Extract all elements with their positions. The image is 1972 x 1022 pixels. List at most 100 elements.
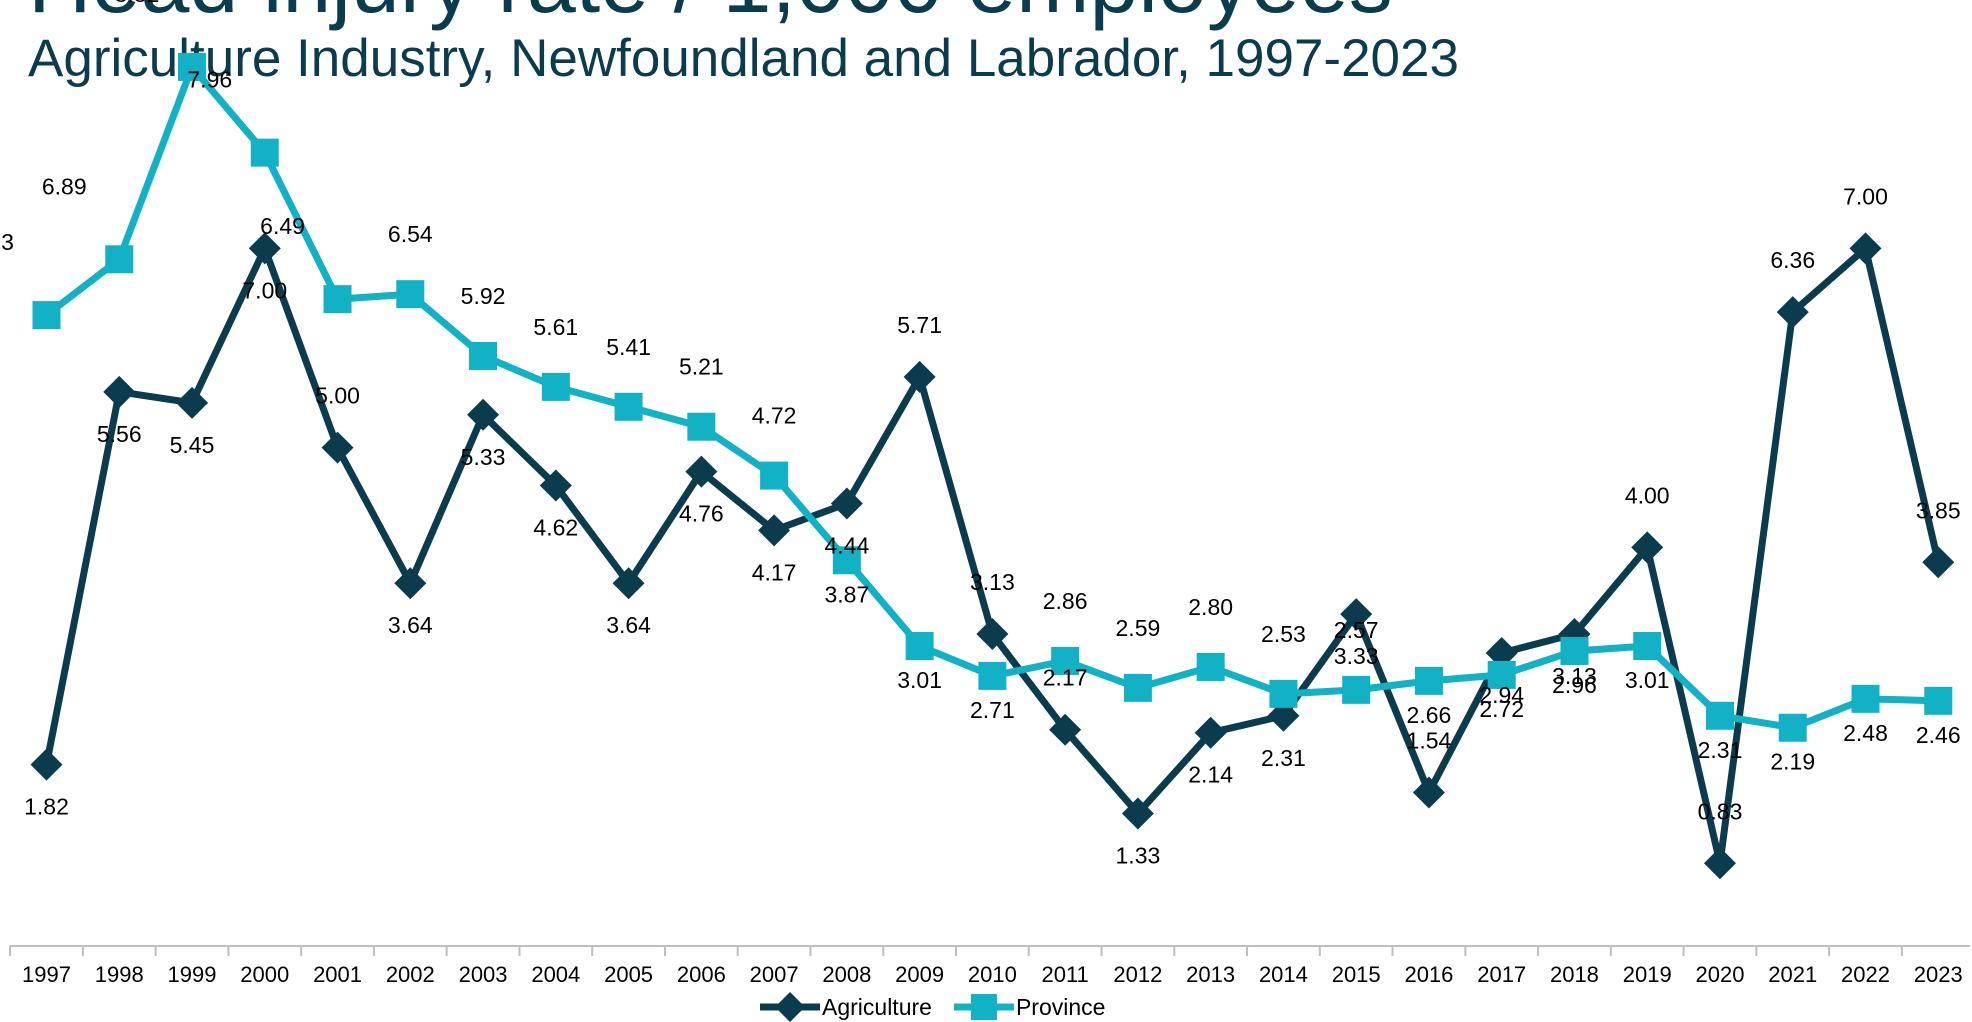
point-marker (467, 398, 500, 431)
point-marker (978, 661, 1007, 690)
data-label: 2.59 (1116, 615, 1161, 641)
data-label: 4.44 (824, 532, 869, 558)
point-marker (976, 618, 1009, 651)
data-label: 4.76 (679, 501, 724, 527)
point-marker (394, 567, 427, 600)
x-tick-label: 2000 (240, 962, 289, 987)
point-marker (396, 280, 425, 309)
point-marker (1194, 716, 1227, 749)
data-label: 7.00 (242, 277, 287, 303)
point-marker (1269, 679, 1298, 708)
point-marker (1342, 675, 1371, 704)
point-marker (1705, 701, 1734, 730)
x-tick-label: 2006 (677, 962, 726, 987)
x-tick-label: 2007 (750, 962, 799, 987)
point-marker (1778, 713, 1807, 742)
point-marker (30, 748, 63, 781)
data-label: 2.46 (1916, 722, 1961, 748)
x-tick-label: 2008 (822, 962, 871, 987)
data-label: 6.49 (260, 213, 305, 239)
point-marker (469, 341, 498, 370)
x-tick-label: 2017 (1477, 962, 1526, 987)
x-tick-label: 2019 (1623, 962, 1672, 987)
point-marker (905, 632, 934, 661)
point-marker (1051, 646, 1080, 675)
data-label: 1.33 (1116, 842, 1161, 868)
point-marker (1340, 598, 1373, 631)
point-marker (1560, 636, 1589, 665)
point-marker (321, 431, 354, 464)
x-tick-label: 2021 (1768, 962, 1817, 987)
x-tick-label: 2004 (531, 962, 580, 987)
legend-marker (775, 992, 805, 1022)
x-tick-label: 1998 (95, 962, 144, 987)
data-label: 6.89 (42, 173, 87, 199)
data-label: 2.17 (1043, 665, 1088, 691)
data-label: 3.13 (970, 569, 1015, 595)
data-label: 6.54 (388, 221, 433, 247)
point-marker (760, 461, 789, 490)
data-label: 2.66 (1407, 702, 1452, 728)
data-label: 7.96 (187, 67, 232, 93)
point-marker (248, 232, 281, 265)
x-tick-label: 2005 (604, 962, 653, 987)
data-label: 4.17 (752, 559, 797, 585)
data-label: 2.19 (1770, 749, 1815, 775)
data-label: 0.83 (1698, 798, 1743, 824)
data-label: 2.31 (1698, 737, 1743, 763)
data-label: 2.94 (1479, 682, 1524, 708)
point-marker (1922, 546, 1955, 579)
x-tick-label: 2023 (1914, 962, 1963, 987)
data-label: 5.71 (897, 312, 942, 338)
point-marker (1196, 652, 1225, 681)
point-marker (685, 455, 718, 488)
data-label: 6.36 (1770, 247, 1815, 273)
x-tick-label: 2016 (1404, 962, 1453, 987)
data-label: 4.62 (533, 515, 578, 541)
data-label: 2.96 (1552, 672, 1597, 698)
point-marker (250, 138, 279, 167)
x-tick-label: 2012 (1113, 962, 1162, 987)
point-marker (1924, 686, 1953, 715)
data-label: 7.00 (1843, 183, 1888, 209)
point-marker (541, 372, 570, 401)
point-marker (1633, 632, 1662, 661)
x-tick-label: 2020 (1696, 962, 1745, 987)
point-marker (1703, 847, 1736, 880)
point-marker (1121, 797, 1154, 830)
data-label: 2.14 (1188, 762, 1233, 788)
data-label: 5.41 (606, 334, 651, 360)
point-marker (1631, 531, 1664, 564)
data-label: 1.82 (24, 794, 69, 820)
data-label: 2.86 (1043, 588, 1088, 614)
point-marker (1851, 684, 1880, 713)
point-marker (1414, 666, 1443, 695)
point-marker (1412, 776, 1445, 809)
x-tick-label: 2013 (1186, 962, 1235, 987)
x-tick-label: 1997 (22, 962, 71, 987)
point-marker (1849, 232, 1882, 265)
data-label: 3.87 (824, 581, 869, 607)
data-label: 2.48 (1843, 720, 1888, 746)
point-marker (1049, 713, 1082, 746)
data-label: 5.45 (170, 432, 215, 458)
data-label: 3.13 (1552, 663, 1597, 689)
data-label: 5.92 (461, 283, 506, 309)
data-label: 5.56 (97, 421, 142, 447)
x-tick-label: 2011 (1041, 962, 1088, 987)
point-marker (614, 392, 643, 421)
point-marker (1123, 673, 1152, 702)
point-marker (323, 285, 352, 314)
x-tick-label: 1999 (168, 962, 217, 987)
x-tick-label: 2014 (1259, 962, 1308, 987)
point-marker (176, 386, 209, 419)
data-label: 4.72 (752, 403, 797, 429)
point-marker (758, 514, 791, 547)
point-marker (1487, 660, 1516, 689)
data-label: 2.53 (1261, 621, 1306, 647)
data-label: 3.64 (606, 612, 651, 638)
point-marker (539, 469, 572, 502)
data-label: 5.61 (533, 314, 578, 340)
x-tick-label: 2022 (1841, 962, 1890, 987)
